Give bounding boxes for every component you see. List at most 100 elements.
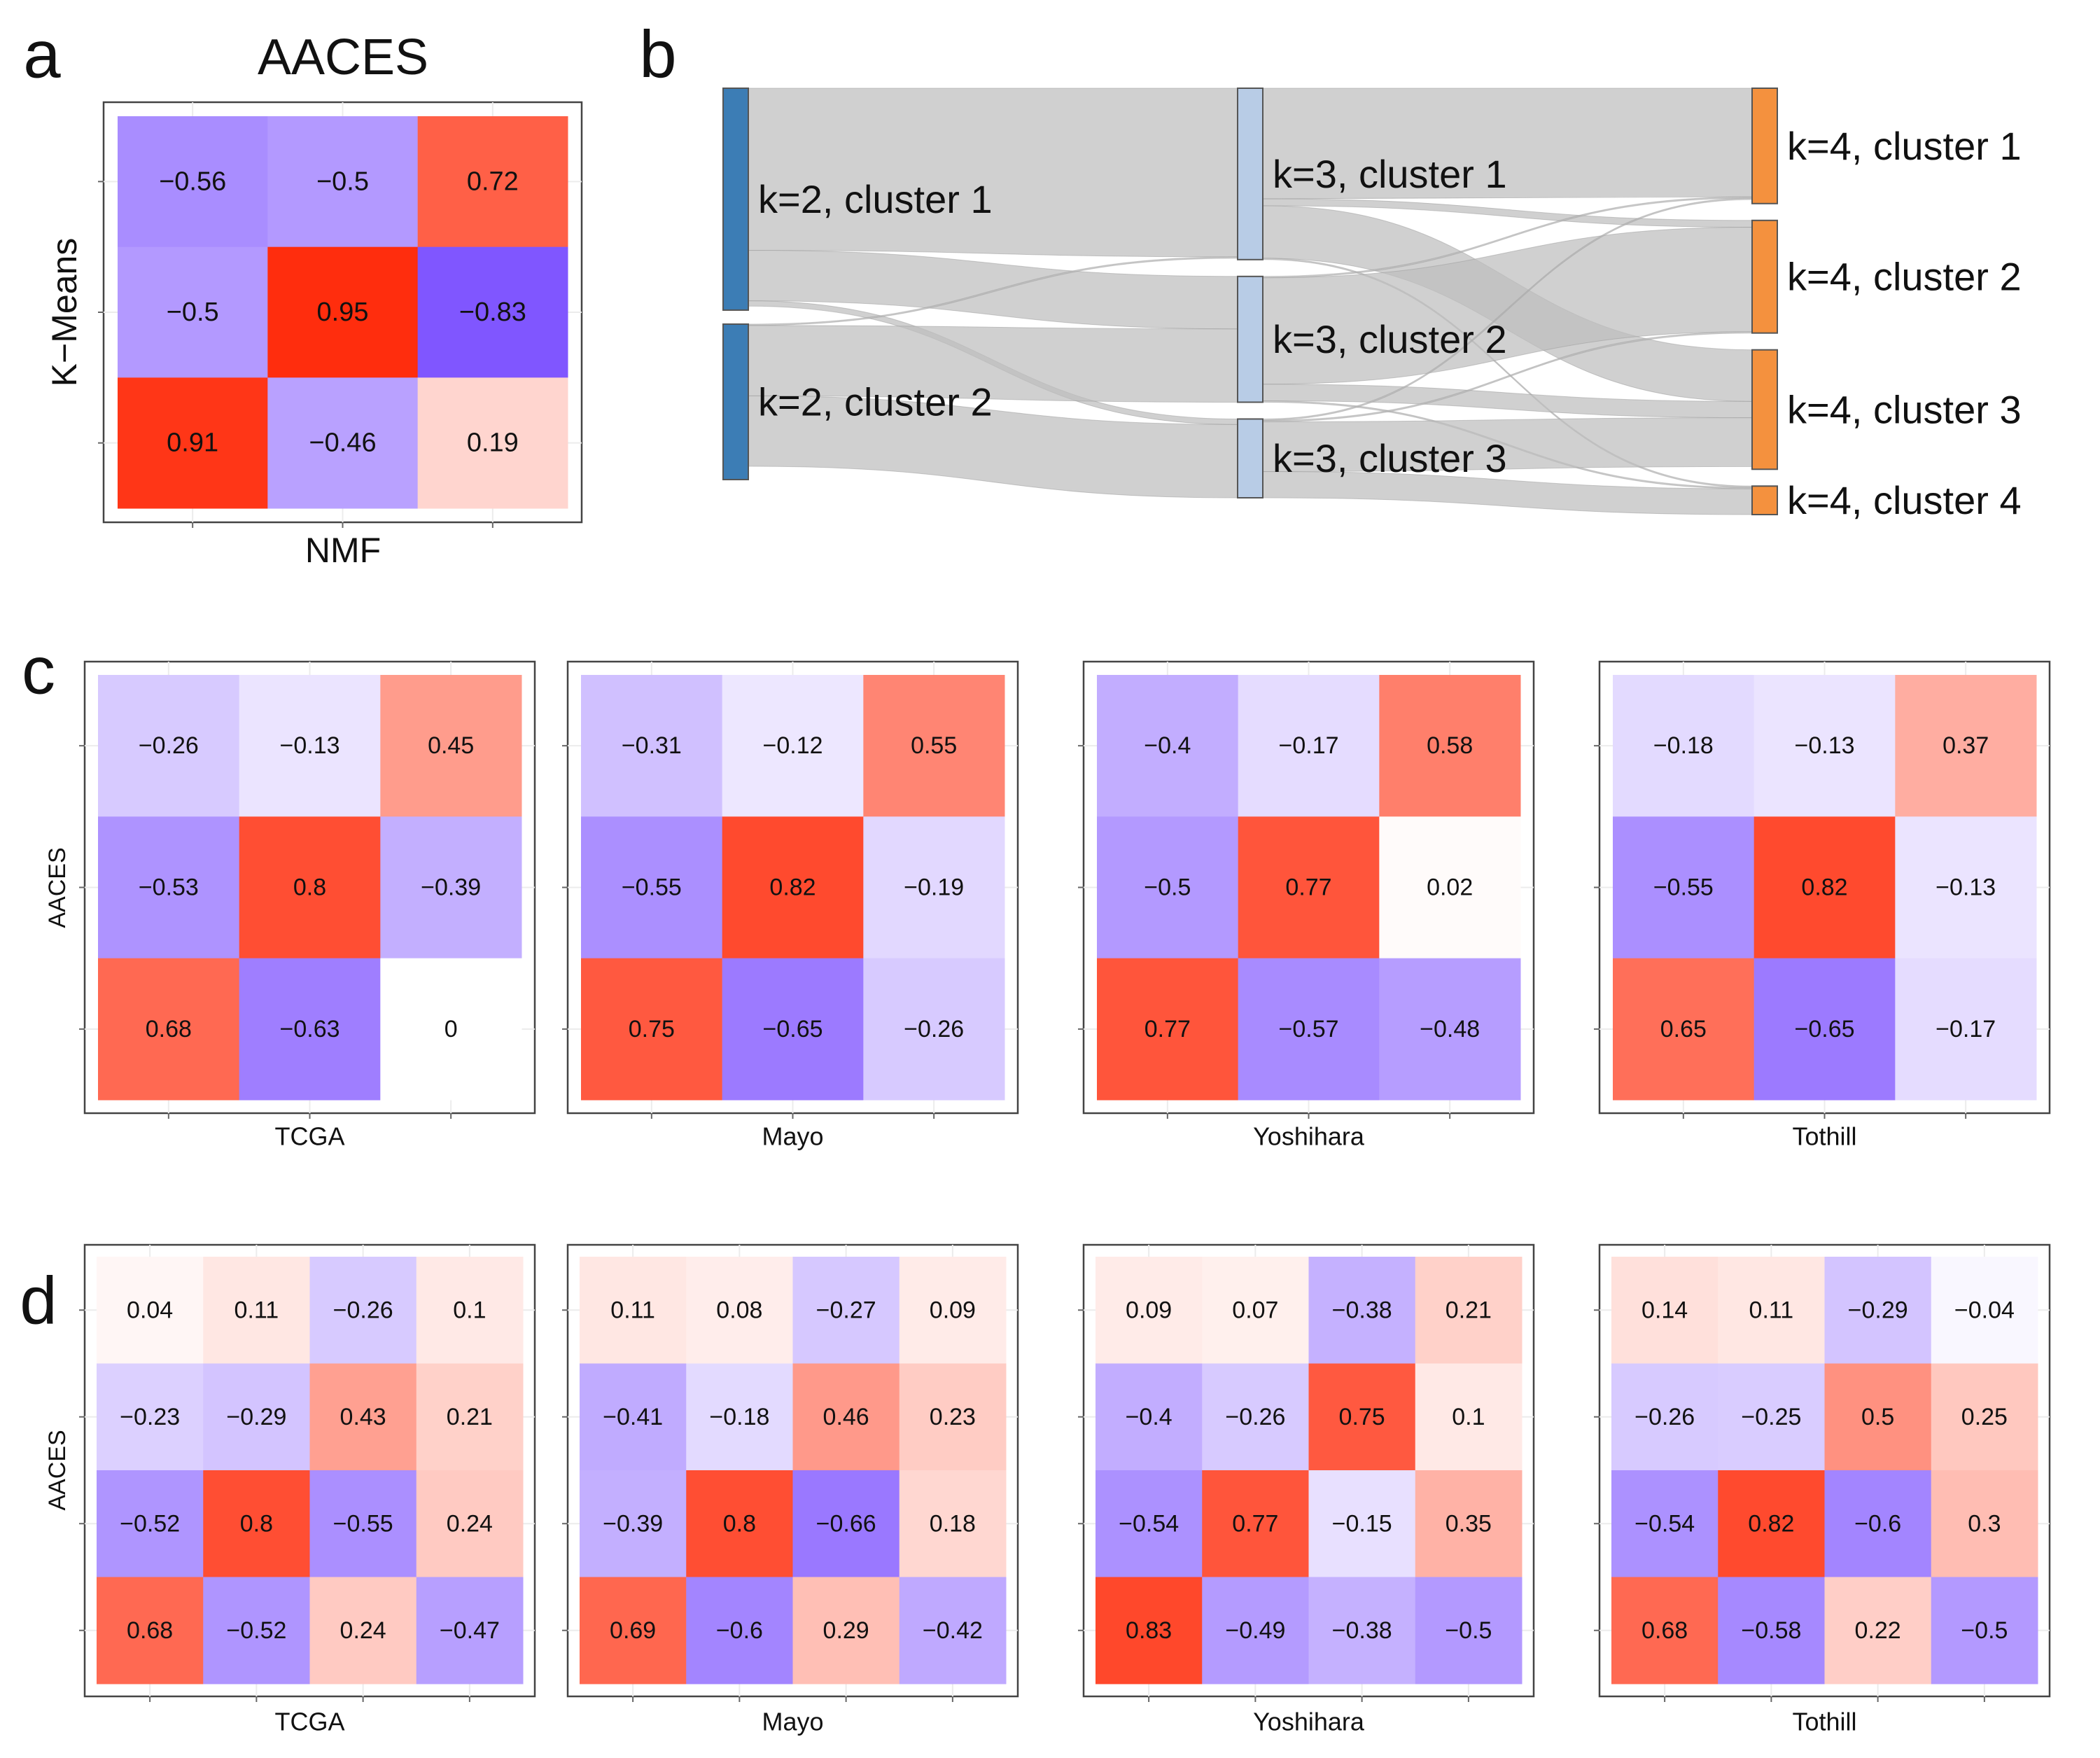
panel-d-tcga-cell-label-r4c4: −0.47 <box>440 1617 500 1644</box>
sankey-node-level2-cluster2 <box>1237 275 1264 403</box>
panel-a-cell-label-r1c2: −0.5 <box>316 167 369 196</box>
panel-d-mayo-cell-label-r1c2: 0.08 <box>716 1297 762 1323</box>
panel-c-mayo-cell-r3c3 <box>863 958 1005 1101</box>
panel-d-yoshihara-cell-label-r2c2: −0.26 <box>1225 1404 1285 1430</box>
panel-c-mayo-cell-label-r3c1: 0.75 <box>629 1016 675 1042</box>
panel-d-tcga-cell-label-r1c2: 0.11 <box>234 1297 279 1323</box>
panel-c-mayo-cell-r2c2 <box>722 816 864 959</box>
panel-d-tothill-cell-r3c1 <box>1611 1470 1718 1577</box>
panel-c-tcga-cell-r1c2 <box>239 675 381 817</box>
panel-d-tothill-cell-label-r4c2: −0.58 <box>1741 1617 1801 1644</box>
panel-d-tcga-cell-label-r2c3: 0.43 <box>340 1404 386 1430</box>
panel-c-tothill-cell-r3c2 <box>1754 958 1896 1101</box>
panel-c-mayo-cell-r2c1 <box>581 816 723 959</box>
sankey-node-level1-cluster2 <box>722 323 749 480</box>
panel-d-mayo-cell-r2c1 <box>580 1363 687 1471</box>
panel-d-mayo-cell-label-r3c2: 0.8 <box>723 1510 756 1537</box>
panel-d-tcga-cell-label-r4c3: 0.24 <box>340 1617 386 1644</box>
panel-d-tothill-cell-label-r1c3: −0.29 <box>1848 1297 1908 1323</box>
panel-c-tothill-cell-r2c2 <box>1754 816 1896 959</box>
panel-d-yoshihara-cell-label-r4c3: −0.38 <box>1332 1617 1392 1644</box>
panel-c: −0.26 −0.13 0.45 −0.53 0.8 −0.39 0.68 −0.63 0 TCG… <box>44 660 2051 1151</box>
panel-d-tcga-cell-r1c2 <box>203 1257 310 1364</box>
panel-a-cell-r2c1 <box>118 246 268 378</box>
panel-d-tothill-cell-label-r2c4: 0.25 <box>1961 1404 2008 1430</box>
sankey-flow-1 <box>748 88 1238 258</box>
panel-d-tcga-cell-label-r3c1: −0.52 <box>120 1510 180 1537</box>
panel-d-tothill-cell-label-r4c1: 0.68 <box>1642 1617 1688 1644</box>
panel-letter-b: b <box>639 18 676 92</box>
panel-c-yoshihara-cell-r2c3 <box>1379 816 1521 959</box>
panel-d-yoshihara-cell-label-r3c1: −0.54 <box>1119 1510 1179 1537</box>
panel-d-tothill-cell-label-r1c2: 0.11 <box>1749 1297 1794 1323</box>
panel-d-tcga-cell-label-r4c1: 0.68 <box>127 1617 173 1644</box>
panel-d-tcga-cell-r3c3 <box>309 1470 417 1577</box>
panel-c-mayo-cell-r2c3 <box>863 816 1005 959</box>
panel-d-yoshihara-cell-label-r4c1: 0.83 <box>1126 1617 1172 1644</box>
sankey-node-label-level3-cluster4: k=4, cluster 4 <box>1787 478 2022 522</box>
panel-d-yoshihara-cell-r4c3 <box>1308 1577 1416 1684</box>
panel-d-tothill-xlabel: Tothill <box>1792 1708 1856 1736</box>
sankey-node-level3-cluster4 <box>1751 485 1778 516</box>
panel-c-yoshihara-cell-r1c2 <box>1238 675 1380 817</box>
panel-c-yoshihara-cell-label-r1c3: 0.58 <box>1427 732 1473 759</box>
panel-d-yoshihara-cell-label-r3c2: 0.77 <box>1232 1510 1278 1537</box>
sankey-node-level1-cluster1 <box>722 88 749 311</box>
panel-c-tothill-cell-label-r1c1: −0.18 <box>1653 732 1714 759</box>
panel-d-mayo-cell-label-r2c4: 0.23 <box>930 1404 976 1430</box>
panel-d-tcga-cell-label-r4c2: −0.52 <box>226 1617 286 1644</box>
panel-c-mayo-cell-r1c2 <box>722 675 864 817</box>
panel-c-tothill-cell-r3c3 <box>1895 958 2037 1101</box>
sankey-node-label-level3-cluster3: k=4, cluster 3 <box>1787 387 2022 431</box>
panel-a: AACES −0.56 −0.5 0.72 −0.5 0.95 −0.83 0.91 −0.46… <box>45 29 583 570</box>
panel-d-mayo-cell-r3c4 <box>899 1470 1007 1577</box>
panel-d-tcga-cell-label-r1c1: 0.04 <box>127 1297 173 1323</box>
panel-c-tcga-cell-label-r1c2: −0.13 <box>279 732 340 759</box>
sankey-node-label-level3-cluster1: k=4, cluster 1 <box>1787 124 2022 168</box>
panel-d-tcga-cell-label-r2c1: −0.23 <box>120 1404 180 1430</box>
panel-d-mayo-cell-r3c3 <box>792 1470 900 1577</box>
panel-d-yoshihara-cell-r1c3 <box>1308 1257 1416 1364</box>
panel-d-mayo-cell-r3c1 <box>580 1470 687 1577</box>
sankey-node-label-level3-cluster2: k=4, cluster 2 <box>1787 255 2022 299</box>
panel-a-cell-r1c1 <box>118 116 268 248</box>
panel-a-cell-label-r1c1: −0.56 <box>159 167 226 196</box>
panel-c-yoshihara-cell-r3c2 <box>1238 958 1380 1101</box>
panel-letter-a: a <box>23 18 61 92</box>
panel-d-tcga-cell-r3c4 <box>416 1470 524 1577</box>
panel-c-mayo-cell-label-r2c2: 0.82 <box>769 874 816 901</box>
panel-c-mayo-cell-label-r1c1: −0.31 <box>622 732 682 759</box>
panel-c-mayo-cell-r1c3 <box>863 675 1005 817</box>
panel-d-tothill-cell-label-r2c2: −0.25 <box>1741 1404 1801 1430</box>
panel-c-tcga-cell-r3c2 <box>239 958 381 1101</box>
panel-d-tothill-cell-label-r3c3: −0.6 <box>1854 1510 1901 1537</box>
panel-c-mayo-cell-label-r2c3: −0.19 <box>904 874 964 901</box>
panel-d-yoshihara-cell-r2c4 <box>1415 1363 1522 1471</box>
panel-a-cell-r2c2 <box>267 246 419 378</box>
panel-a-cell-r3c3 <box>417 377 568 509</box>
panel-d-mayo-cell-r2c4 <box>899 1363 1007 1471</box>
panel-c-tcga-cell-label-r3c2: −0.63 <box>279 1016 340 1042</box>
panel-d-tcga-cell-r1c3 <box>309 1257 417 1364</box>
panel-d-tothill-cell-r1c4 <box>1931 1257 2038 1364</box>
panel-d-yoshihara-cell-label-r1c2: 0.07 <box>1232 1297 1278 1323</box>
panel-d-mayo-cell-r1c1 <box>580 1257 687 1364</box>
panel-d-yoshihara-cell-r1c2 <box>1202 1257 1309 1364</box>
panel-c-tcga-cell-r2c1 <box>98 816 240 959</box>
panel-c-yoshihara-cell-r1c1 <box>1097 675 1239 817</box>
panel-d-yoshihara-cell-r4c4 <box>1415 1577 1522 1684</box>
sankey-node-label-level2-cluster1: k=3, cluster 1 <box>1273 152 1507 196</box>
panel-c-tcga-cell-label-r1c3: 0.45 <box>428 732 474 759</box>
panel-c-tothill-cell-label-r2c3: −0.13 <box>1935 874 1996 901</box>
sankey-node-level3-cluster3 <box>1751 349 1778 470</box>
panel-c-yoshihara-cell-r2c1 <box>1097 816 1239 959</box>
panel-d-mayo-cell-label-r1c4: 0.09 <box>930 1297 976 1323</box>
panel-c-tcga-cell-label-r2c2: 0.8 <box>293 874 326 901</box>
panel-c-yoshihara-cell-label-r2c3: 0.02 <box>1427 874 1473 901</box>
panel-d-yoshihara-cell-r4c1 <box>1096 1577 1203 1684</box>
panel-d-tothill-cell-r2c1 <box>1611 1363 1718 1471</box>
panel-d-yoshihara-cell-r2c1 <box>1096 1363 1203 1471</box>
panel-d-yoshihara-cell-r2c3 <box>1308 1363 1416 1471</box>
panel-d-mayo-cell-label-r2c3: 0.46 <box>823 1404 869 1430</box>
sankey-node-label-level2-cluster2: k=3, cluster 2 <box>1273 317 1507 361</box>
